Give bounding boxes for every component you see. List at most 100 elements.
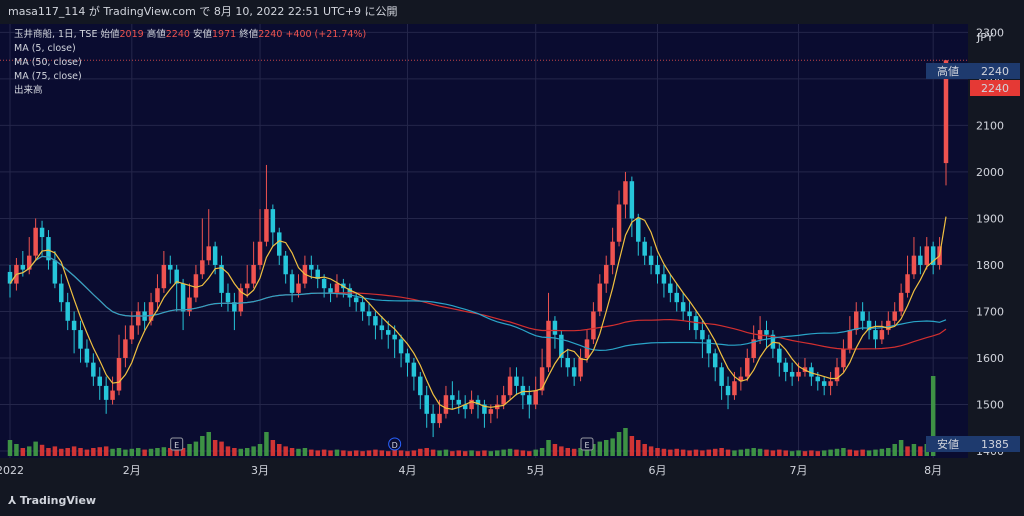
volume-bar	[155, 448, 160, 456]
volume-bar	[456, 450, 462, 456]
candle-body	[59, 283, 64, 303]
legend-ma5[interactable]: MA (5, close)	[14, 43, 76, 54]
legend-low-label: 安値	[192, 29, 212, 40]
candle-body	[501, 395, 506, 405]
price-tick-label: 1500	[976, 399, 1004, 412]
candle-body	[764, 330, 769, 335]
volume-bar	[405, 451, 410, 456]
volume-bar	[603, 440, 609, 456]
ma5-line	[9, 216, 947, 410]
legend-change-value: +400 (+21.74%)	[285, 29, 367, 40]
volume-bar	[501, 449, 506, 456]
volume-bar	[712, 448, 718, 456]
candle-body	[610, 241, 615, 265]
price-chart[interactable]: JPY1400150016001700180019002000210022002…	[0, 24, 1024, 486]
volume-bar	[398, 450, 404, 456]
volume-bar	[507, 448, 513, 456]
publish-info-text: masa117_114 が TradingView.com で 8月 10, 2…	[8, 5, 398, 18]
tradingview-logo[interactable]: ⅄ TradingView	[8, 494, 96, 507]
volume-bar	[866, 450, 872, 456]
volume-bar	[129, 448, 135, 456]
volume-bar	[232, 448, 237, 456]
candle-body	[918, 255, 923, 265]
month-tick-label: 2月	[123, 464, 141, 477]
grid-lines	[0, 24, 968, 458]
volume-bar	[219, 441, 224, 456]
candle-body	[841, 348, 846, 368]
price-tick-label: 1700	[976, 305, 1004, 318]
currency-label: JPY	[976, 31, 994, 44]
candle-body	[270, 209, 276, 233]
price-tag-value: 2240	[981, 65, 1009, 78]
candle-body	[7, 271, 13, 284]
candle-body	[437, 413, 442, 424]
volume-bar	[373, 449, 378, 456]
candle-body	[123, 339, 128, 358]
candle-body	[168, 264, 173, 270]
candle-body	[206, 246, 211, 261]
volume-bar	[264, 432, 269, 456]
candle-body	[264, 209, 269, 242]
candle-body	[719, 367, 724, 386]
volume-bar	[552, 444, 558, 456]
candle-body	[450, 395, 455, 400]
volume-bar	[571, 448, 577, 456]
candle-body	[418, 376, 423, 396]
volume-bar	[629, 436, 635, 456]
volume-bar	[244, 448, 250, 456]
volume-bar	[341, 450, 346, 456]
volume-bar	[546, 440, 551, 456]
candle-body	[20, 264, 26, 270]
candle-body	[84, 348, 90, 363]
volume-bar	[565, 448, 570, 456]
legend-low-value: 1971	[211, 29, 237, 40]
volume-bar	[91, 448, 96, 456]
month-tick-label: 2022	[0, 464, 24, 477]
legend-high-label: 高値	[146, 29, 166, 40]
candle-body	[886, 320, 891, 331]
legend-ohlc-row: 玉井商船, 1日, TSE 始値2019 高値2240 安値1971 終値224…	[14, 28, 366, 42]
candle-body	[533, 390, 538, 405]
volume-bar	[257, 444, 263, 456]
volume-bar	[424, 448, 429, 456]
candle-body	[687, 311, 692, 317]
volume-bar	[815, 451, 821, 456]
candle-body	[135, 311, 141, 326]
candle-body	[905, 274, 910, 293]
volume-bar	[597, 441, 603, 456]
candle-body	[386, 330, 391, 335]
candle-body	[392, 334, 397, 340]
candle-body	[777, 348, 782, 363]
price-tags: 高値 2240 2240 安値 1385	[0, 59, 1020, 452]
volume-bar	[687, 450, 692, 456]
price-tick-label: 2000	[976, 166, 1004, 179]
month-tick-label: 3月	[251, 464, 269, 477]
price-tag-label-box	[926, 63, 970, 79]
time-axis[interactable]: 2022 2月 3月 4月 5月 6月 7月 8月	[0, 464, 942, 477]
volume-bar	[430, 449, 436, 456]
footer: ⅄ TradingView	[0, 486, 1024, 516]
candle-body	[924, 246, 930, 265]
volume-bar	[751, 448, 756, 456]
legend-volume[interactable]: 出来高	[14, 85, 43, 96]
candle-body	[559, 334, 564, 358]
legend-ma50[interactable]: MA (50, close)	[14, 57, 82, 68]
volume-bar	[648, 446, 654, 456]
volume-bar	[623, 428, 628, 456]
volume-bar	[783, 450, 788, 456]
candle-body	[398, 339, 404, 354]
volume-bar	[296, 448, 301, 456]
candle-body	[200, 260, 205, 275]
volume-bar	[71, 446, 77, 456]
volume-bar	[321, 449, 327, 456]
candle-body	[334, 283, 340, 293]
candle-body	[283, 255, 288, 275]
volume-bar	[411, 450, 417, 456]
candle-body	[443, 395, 449, 414]
candle-body	[488, 409, 494, 414]
candle-body	[155, 288, 160, 303]
legend-ma75[interactable]: MA (75, close)	[14, 71, 82, 82]
event-marker-label: E	[174, 441, 179, 450]
candle-body	[257, 241, 263, 265]
